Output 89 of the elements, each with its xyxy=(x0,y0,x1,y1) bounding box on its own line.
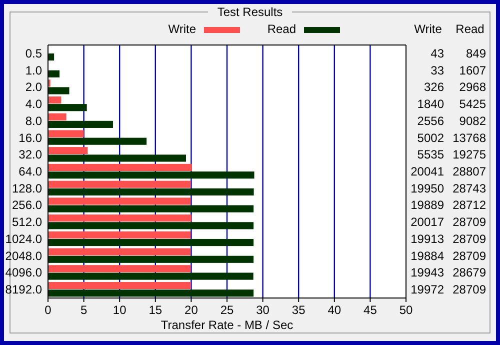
text: 849 xyxy=(466,46,486,60)
bar xyxy=(48,282,191,290)
bar xyxy=(48,290,254,297)
bar xyxy=(48,138,147,145)
bar xyxy=(48,205,254,212)
x-tick-label: 0 xyxy=(44,303,52,317)
bar xyxy=(48,188,254,196)
bar xyxy=(48,172,254,179)
bar xyxy=(48,238,254,246)
y-tick-label: 32.0 xyxy=(18,148,42,162)
bar xyxy=(48,231,191,238)
bar xyxy=(48,53,54,61)
text: 9082 xyxy=(459,114,486,128)
text: 20041 xyxy=(410,164,444,178)
x-tick-label: 10 xyxy=(112,303,127,317)
bar xyxy=(48,256,254,263)
y-tick-label: 4096.0 xyxy=(5,266,42,280)
text: 28709 xyxy=(452,248,486,263)
x-tick-label: 50 xyxy=(399,303,413,317)
bar xyxy=(48,272,254,280)
text: 19913 xyxy=(410,232,444,246)
text: 33 xyxy=(430,63,444,78)
bar xyxy=(48,198,190,205)
x-tick-label: 20 xyxy=(184,303,198,317)
bar xyxy=(48,130,84,138)
text: 326 xyxy=(424,80,444,94)
bar xyxy=(48,87,70,94)
bar xyxy=(48,104,87,112)
x-tick-label: 35 xyxy=(292,303,306,317)
text: 19884 xyxy=(410,248,444,263)
bar xyxy=(48,113,66,120)
text: 28743 xyxy=(452,181,486,196)
text: 5002 xyxy=(417,130,444,145)
x-tick-label: 30 xyxy=(256,303,270,317)
x-axis-title: Transfer Rate - MB / Sec xyxy=(160,318,294,332)
x-tick-label: 15 xyxy=(148,303,162,317)
text: 19950 xyxy=(410,181,444,196)
text: 28712 xyxy=(452,198,486,212)
bar xyxy=(48,96,62,104)
y-tick-label: 2048.0 xyxy=(5,248,42,263)
y-tick-label: 512.0 xyxy=(12,215,42,230)
text: 19275 xyxy=(452,148,486,162)
text: 28709 xyxy=(452,215,486,230)
y-tick-label: 1024.0 xyxy=(5,232,42,246)
x-tick-label: 5 xyxy=(80,303,88,317)
text: 19972 xyxy=(410,282,444,297)
legend-label: Write xyxy=(168,22,196,36)
text: 20017 xyxy=(410,215,444,230)
text: 43 xyxy=(430,46,444,60)
y-tick-label: 8192.0 xyxy=(5,282,42,297)
text: 28679 xyxy=(452,266,486,280)
text: 1840 xyxy=(417,97,444,112)
bar xyxy=(48,248,190,256)
y-tick-label: 16.0 xyxy=(18,130,42,145)
bar xyxy=(48,180,191,188)
text: 1607 xyxy=(459,63,486,78)
y-tick-label: 2.0 xyxy=(25,80,42,94)
x-tick-label: 40 xyxy=(328,303,342,317)
legend-label: Read xyxy=(267,22,296,36)
bar xyxy=(48,222,254,230)
bar xyxy=(48,70,60,78)
text: 19943 xyxy=(410,266,444,280)
bar xyxy=(48,120,114,128)
text: Read xyxy=(456,22,484,36)
bar xyxy=(48,265,191,272)
text: 28709 xyxy=(452,282,486,297)
x-tick-label: 25 xyxy=(220,303,234,317)
y-tick-label: 4.0 xyxy=(25,97,42,112)
text: 28807 xyxy=(452,164,486,178)
text: 2556 xyxy=(417,114,444,128)
text: 5425 xyxy=(459,97,486,112)
bar xyxy=(48,154,186,162)
y-tick-label: 256.0 xyxy=(12,198,42,212)
y-tick-label: 8.0 xyxy=(25,114,42,128)
text: 5535 xyxy=(417,148,444,162)
y-tick-label: 64.0 xyxy=(18,164,42,178)
chart-title: Test Results xyxy=(217,5,283,19)
bar xyxy=(48,214,192,222)
text: 13768 xyxy=(452,130,486,145)
y-tick-label: 0.5 xyxy=(25,46,42,60)
y-tick-label: 128.0 xyxy=(12,181,42,196)
text: 2968 xyxy=(459,80,486,94)
x-tick-label: 45 xyxy=(364,303,378,317)
bar xyxy=(48,164,192,171)
text: 28709 xyxy=(452,232,486,246)
bar xyxy=(48,147,88,154)
text: 19889 xyxy=(410,198,444,212)
y-tick-label: 1.0 xyxy=(25,63,42,78)
text: Write xyxy=(414,22,442,36)
